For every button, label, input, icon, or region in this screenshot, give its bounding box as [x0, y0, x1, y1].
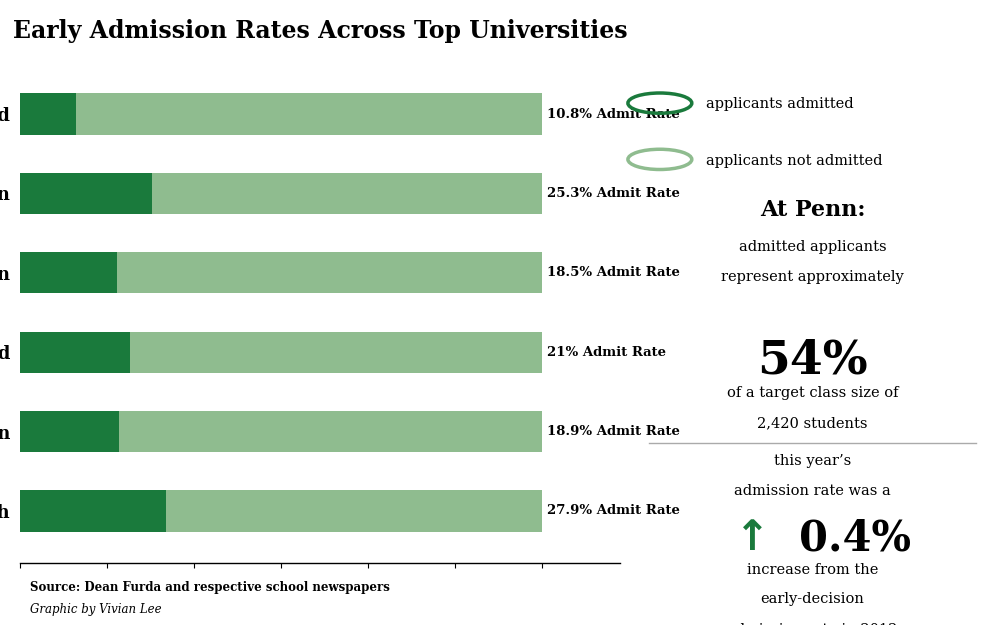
Text: 25.3% Admit Rate: 25.3% Admit Rate — [547, 187, 680, 200]
Text: 27.9% Admit Rate: 27.9% Admit Rate — [547, 504, 680, 518]
Bar — [20, 94, 542, 135]
Bar — [20, 331, 542, 373]
Text: Graphic by Vivian Lee: Graphic by Vivian Lee — [30, 603, 162, 616]
Text: early-decision: early-decision — [761, 592, 864, 606]
Bar — [20, 94, 76, 135]
Text: represent approximately: represent approximately — [721, 270, 904, 284]
Bar — [20, 173, 152, 214]
Text: admission rate was a: admission rate was a — [734, 484, 891, 498]
Text: applicants admitted: applicants admitted — [706, 98, 854, 111]
Text: increase from the: increase from the — [747, 562, 878, 576]
Bar — [20, 411, 119, 452]
Text: Early Admission Rates Across Top Universities: Early Admission Rates Across Top Univers… — [13, 19, 627, 42]
Text: 18.5% Admit Rate: 18.5% Admit Rate — [547, 266, 680, 279]
Bar — [20, 411, 542, 452]
Text: of a target class size of: of a target class size of — [727, 386, 898, 400]
Bar — [20, 252, 117, 294]
Text: 10.8% Admit Rate: 10.8% Admit Rate — [547, 107, 680, 121]
Text: applicants not admitted: applicants not admitted — [706, 154, 883, 168]
Text: 18.9% Admit Rate: 18.9% Admit Rate — [547, 425, 680, 438]
Text: 2,420 students: 2,420 students — [757, 416, 868, 430]
Bar — [20, 173, 542, 214]
Text: Source: Dean Furda and respective school newspapers: Source: Dean Furda and respective school… — [30, 581, 390, 594]
Bar — [20, 490, 542, 531]
Bar — [20, 252, 542, 294]
Text: admission rate in 2012: admission rate in 2012 — [727, 622, 898, 625]
Text: ↑: ↑ — [735, 518, 770, 559]
Text: 21% Admit Rate: 21% Admit Rate — [547, 346, 666, 359]
Text: 0.4%: 0.4% — [799, 518, 911, 559]
Bar — [20, 490, 166, 531]
Text: 54%: 54% — [757, 338, 868, 384]
Text: At Penn:: At Penn: — [760, 199, 865, 221]
Text: admitted applicants: admitted applicants — [739, 240, 886, 254]
Bar — [20, 331, 130, 373]
Text: this year’s: this year’s — [774, 454, 851, 468]
